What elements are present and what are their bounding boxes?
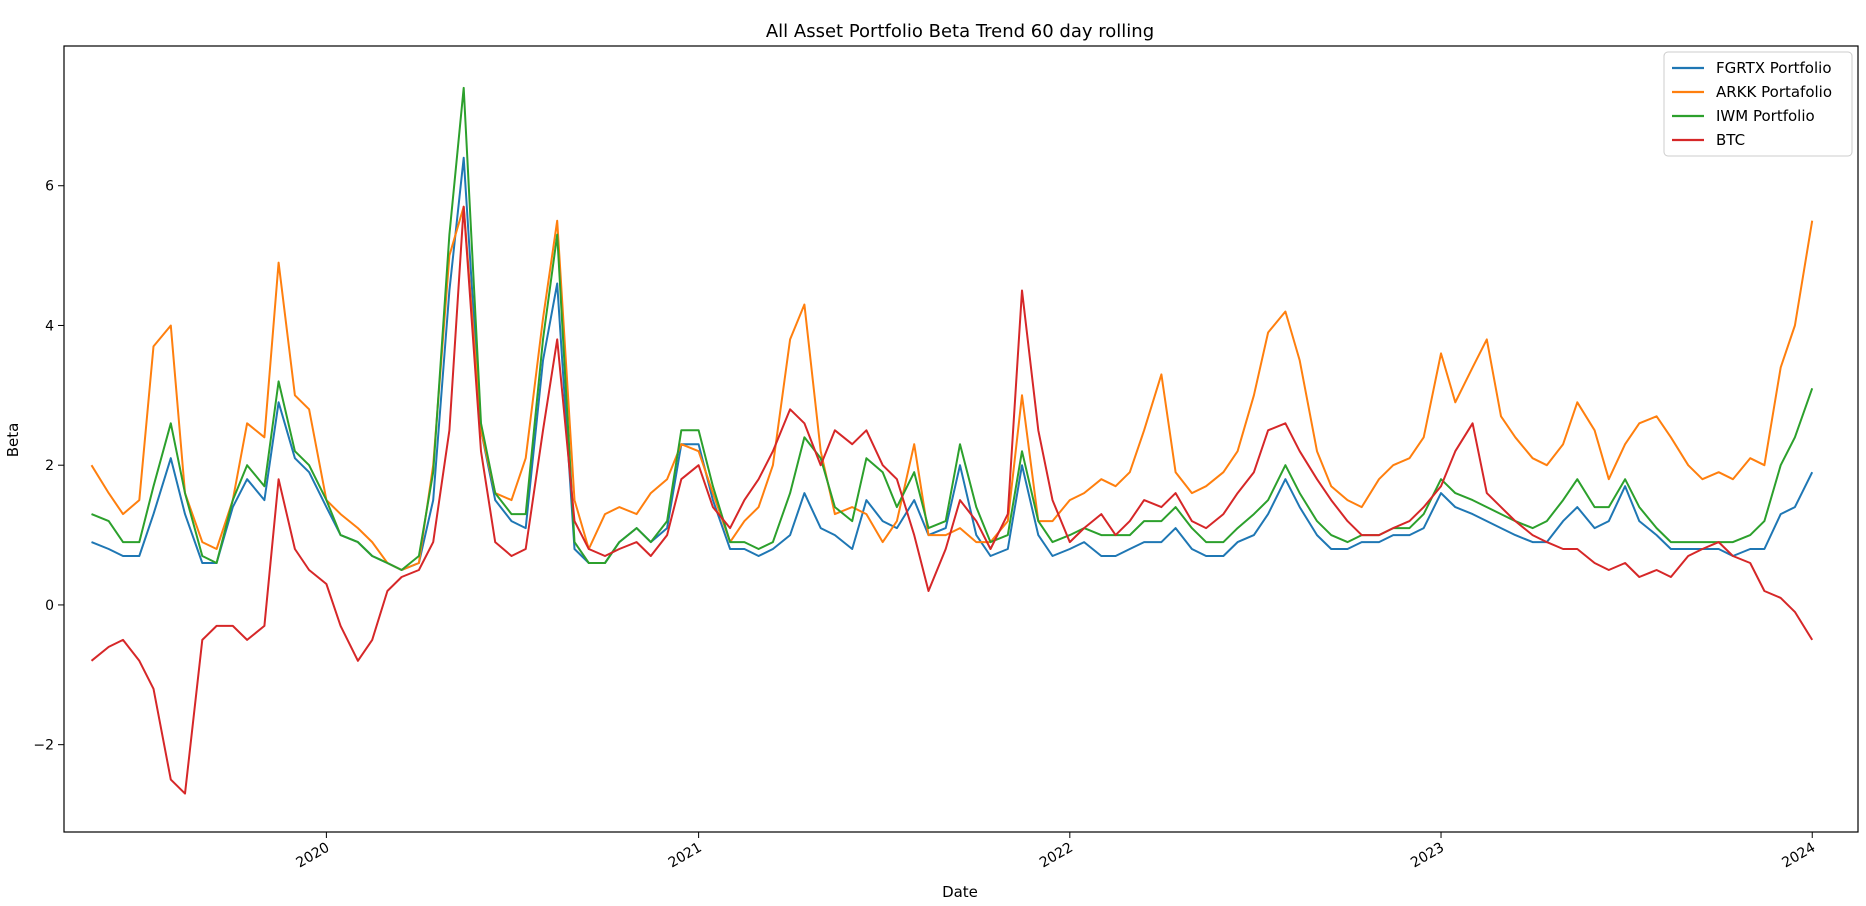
- x-axis: 2020 2021 2022 2023 2024: [294, 832, 1818, 872]
- series-lines: [90, 86, 1814, 795]
- x-tick-label: 2020: [294, 840, 333, 872]
- x-tick-label: 2024: [1779, 840, 1818, 872]
- legend-label: ARKK Portafolio: [1716, 83, 1832, 101]
- x-tick-label: 2022: [1037, 840, 1076, 872]
- chart-title: All Asset Portfolio Beta Trend 60 day ro…: [766, 21, 1154, 42]
- plot-frame: [63, 45, 1859, 833]
- y-axis: −2 0 2 4 6: [33, 179, 64, 754]
- y-tick-label: 4: [45, 318, 54, 334]
- y-tick-label: 2: [45, 458, 54, 474]
- x-axis-label: Date: [942, 883, 978, 901]
- y-tick-label: −2: [33, 738, 54, 754]
- legend-label: FGRTX Portfolio: [1716, 59, 1832, 77]
- legend-label: IWM Portfolio: [1716, 107, 1815, 125]
- y-tick-label: 0: [45, 598, 54, 614]
- series-line-fgrtx-portfolio: [91, 156, 1814, 571]
- series-line-iwm-portfolio: [91, 86, 1814, 571]
- series-line-btc: [90, 205, 1814, 795]
- x-tick-label: 2023: [1408, 840, 1447, 872]
- y-axis-label: Beta: [4, 423, 22, 458]
- legend: FGRTX Portfolio ARKK Portafolio IWM Portfo…: [1663, 51, 1853, 157]
- legend-box: [1663, 51, 1853, 157]
- x-tick-label: 2021: [666, 840, 705, 872]
- y-tick-label: 6: [45, 179, 54, 195]
- legend-label: BTC: [1716, 131, 1745, 149]
- series-line-arkk-portafolio: [90, 205, 1814, 571]
